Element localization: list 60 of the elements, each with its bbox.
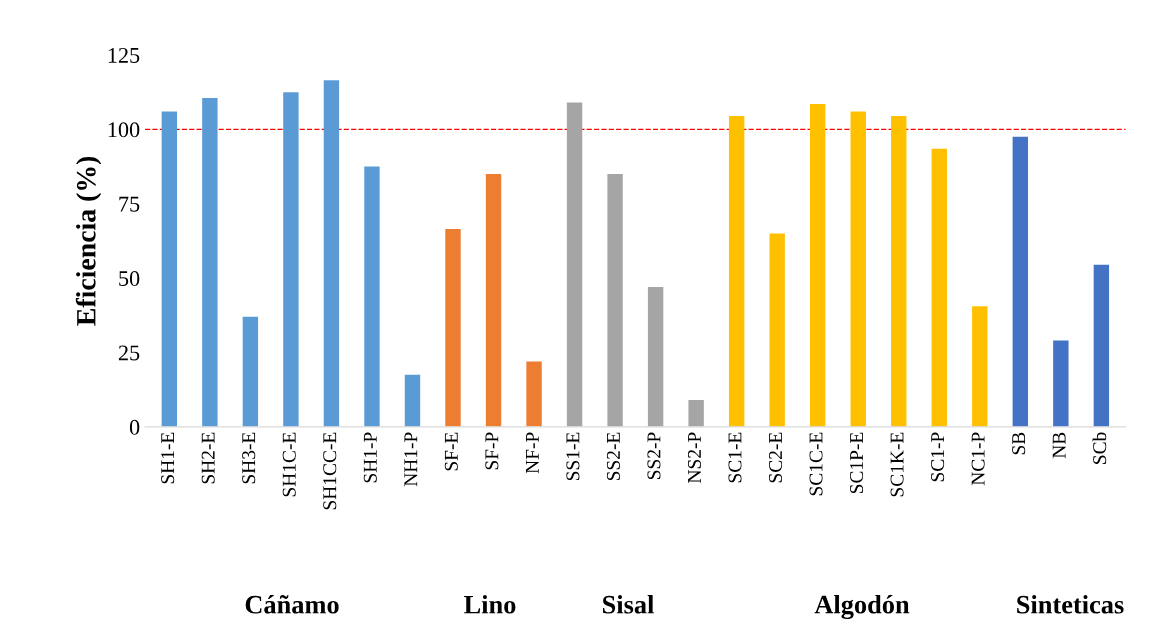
bar bbox=[404, 374, 421, 427]
x-tick-label: SH3-E bbox=[242, 432, 256, 484]
x-tick-label: SC1-E bbox=[728, 432, 742, 483]
x-tick-label: SC1C-E bbox=[809, 432, 823, 496]
bar bbox=[688, 400, 704, 427]
x-tick-label: SH2-E bbox=[201, 432, 215, 484]
bar bbox=[647, 287, 664, 427]
x-tick-label: SC2-E bbox=[768, 432, 783, 483]
text: Sisal bbox=[603, 595, 654, 614]
y-tick-label: 25 bbox=[118, 345, 140, 361]
bar bbox=[161, 111, 178, 427]
text: Cáñamo bbox=[245, 594, 339, 614]
x-tick-label: SS2-E bbox=[606, 432, 620, 481]
bar bbox=[364, 166, 380, 427]
bar bbox=[1012, 136, 1029, 427]
bar bbox=[323, 80, 340, 427]
bar bbox=[242, 316, 259, 427]
bar bbox=[445, 229, 461, 427]
y-tick-label: 75 bbox=[119, 196, 140, 212]
bar bbox=[202, 98, 218, 427]
text: Sinteticas bbox=[1017, 595, 1124, 614]
bar bbox=[972, 306, 988, 427]
x-tick-label: SC1K-E bbox=[890, 432, 904, 497]
text: Lino bbox=[464, 595, 516, 614]
y-tick-label: 125 bbox=[108, 47, 140, 63]
x-tick-label: SCb bbox=[1092, 432, 1107, 464]
x-tick-label: NB bbox=[1052, 432, 1066, 459]
x-tick-label: SF-E bbox=[444, 432, 458, 471]
x-tick-label: SC1P-E bbox=[850, 432, 864, 494]
bar bbox=[485, 173, 502, 427]
bar bbox=[931, 148, 947, 427]
y-tick-label: 50 bbox=[119, 271, 140, 287]
bar bbox=[810, 104, 826, 427]
x-tick-label: NS2-P bbox=[687, 432, 701, 484]
bar bbox=[566, 102, 583, 427]
bar bbox=[850, 111, 866, 427]
x-tick-label: SH1CC-E bbox=[323, 432, 337, 510]
x-tick-label: NF-P bbox=[525, 432, 539, 474]
y-tick-label: 0 bbox=[129, 419, 140, 435]
x-tick-label: NC1-P bbox=[971, 432, 985, 486]
x-tick-label: SH1-E bbox=[161, 432, 175, 484]
bar bbox=[1093, 264, 1110, 427]
y-tick-label: 100 bbox=[108, 122, 140, 138]
x-tick-label: SF-P bbox=[485, 432, 499, 470]
bar bbox=[891, 115, 907, 427]
x-tick-label: SC1-P bbox=[931, 432, 945, 482]
bar bbox=[728, 115, 745, 427]
bar bbox=[526, 361, 542, 427]
bar bbox=[283, 92, 299, 427]
x-tick-label: SS1-E bbox=[566, 432, 580, 481]
x-tick-label: SH1-P bbox=[363, 432, 377, 483]
bar bbox=[769, 233, 785, 427]
bar bbox=[1053, 340, 1069, 427]
y-axis-title: Eficiencia (%) bbox=[75, 156, 102, 326]
x-tick-label: SB bbox=[1012, 432, 1026, 455]
x-tick-label: NH1-P bbox=[404, 432, 418, 487]
x-tick-label: SS2-P bbox=[647, 432, 661, 480]
text: Algodón bbox=[814, 594, 910, 620]
x-tick-label: SH1C-E bbox=[282, 432, 296, 497]
bar bbox=[607, 173, 623, 427]
